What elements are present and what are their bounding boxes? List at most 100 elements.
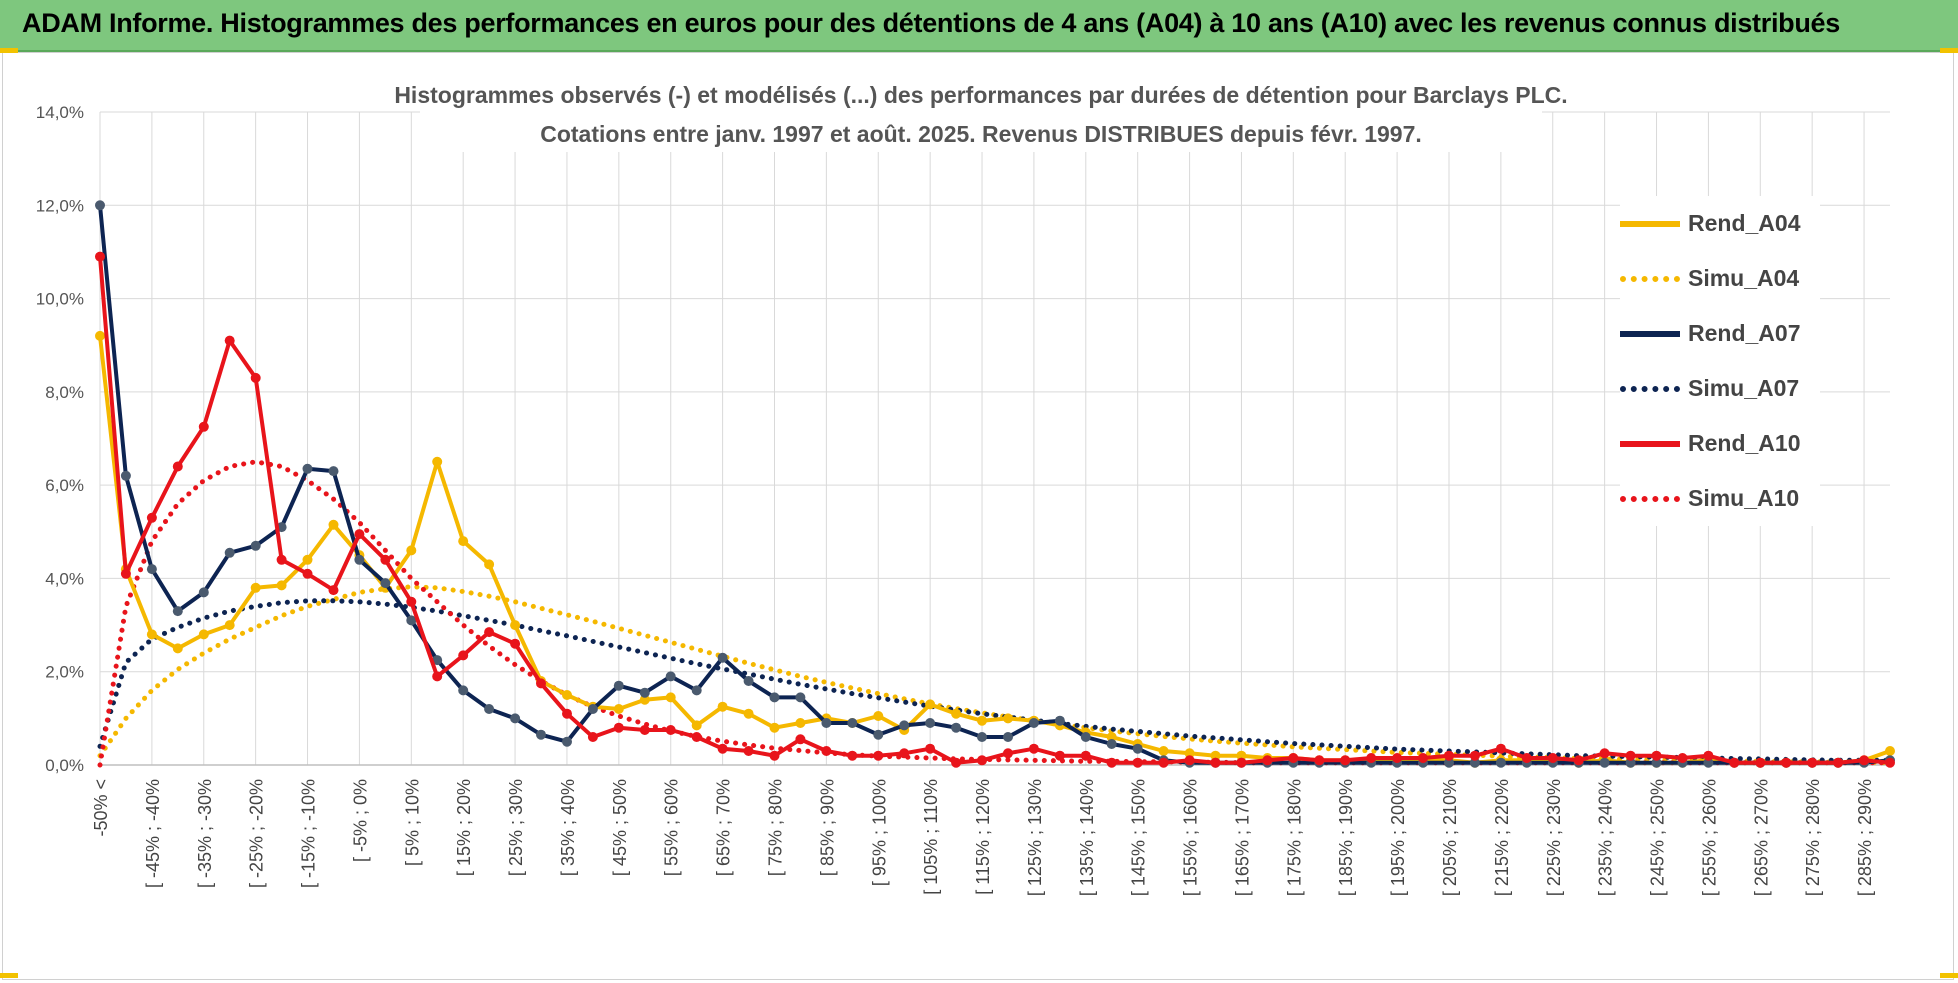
x-tick-label: [ 175% ; 180% [1284, 779, 1304, 896]
corner-mark-top-left [0, 48, 18, 53]
data-point-rend-a07 [873, 729, 884, 740]
x-tick-label: [ 155% ; 160% [1181, 779, 1201, 896]
data-point-rend-a04 [276, 580, 287, 591]
data-point-rend-a04 [432, 456, 443, 467]
data-point-rend-a07 [146, 564, 157, 575]
data-point-rend-a10 [1703, 750, 1714, 761]
data-point-rend-a10 [1210, 757, 1221, 768]
x-axis: -50% < [ -45% ; -40% [ -35% ; -30% [ -25% ;… [91, 764, 1890, 896]
data-point-rend-a10 [1807, 757, 1818, 768]
data-point-rend-a10 [899, 748, 910, 759]
data-point-rend-a04 [302, 554, 313, 565]
x-tick-label: [ 185% ; 190% [1336, 779, 1356, 896]
data-point-rend-a10 [224, 335, 235, 346]
data-point-rend-a04 [873, 711, 884, 721]
data-point-rend-a07 [510, 713, 521, 724]
data-point-rend-a07 [328, 466, 339, 477]
data-point-rend-a07 [1080, 732, 1091, 742]
y-axis: 0,0% 2,0% 4,0% 6,0% 8,0% 10,0% 12,0% 14,0% [36, 103, 84, 775]
data-point-rend-a07 [380, 578, 391, 589]
data-point-rend-a04 [250, 582, 261, 593]
data-point-rend-a04 [95, 330, 105, 341]
data-point-rend-a07 [458, 685, 469, 696]
data-point-rend-a10 [1547, 753, 1558, 763]
data-point-rend-a10 [198, 421, 209, 432]
x-tick-label: [ 115% ; 120% [973, 779, 993, 895]
data-point-rend-a04 [224, 620, 235, 631]
legend-swatch-rend-a04 [1620, 220, 1680, 227]
data-point-rend-a10 [406, 596, 417, 607]
data-point-rend-a10 [510, 638, 521, 649]
data-point-rend-a10 [1495, 743, 1506, 754]
x-tick-label: [ -35% ; -30% [195, 779, 215, 888]
x-tick-label: [ 285% ; 290% [1855, 779, 1875, 896]
data-point-rend-a07 [1625, 757, 1636, 768]
data-point-rend-a10 [1599, 748, 1610, 759]
data-point-rend-a10 [717, 743, 728, 754]
data-point-rend-a10 [95, 251, 105, 262]
report-title: ADAM Informe. Histogrammes des performan… [22, 8, 1840, 38]
data-point-rend-a10 [1106, 757, 1117, 768]
data-point-rend-a07 [821, 718, 832, 728]
data-point-rend-a07 [587, 704, 598, 714]
data-point-rend-a04 [328, 519, 339, 530]
y-tick-label: 14,0% [36, 103, 84, 122]
legend-item-simu-a04[interactable]: Simu_A04 [1620, 251, 1820, 306]
legend-swatch-simu-a04 [1620, 275, 1680, 282]
x-tick-label: [ 245% ; 250% [1648, 779, 1668, 896]
data-point-rend-a04 [1184, 748, 1195, 759]
data-point-rend-a10 [1651, 750, 1662, 761]
data-point-rend-a10 [1418, 753, 1428, 763]
legend-item-simu-a10[interactable]: Simu_A10 [1620, 471, 1820, 526]
data-point-rend-a10 [146, 512, 157, 523]
data-point-rend-a10 [1392, 753, 1403, 763]
x-tick-label: [ 255% ; 260% [1699, 779, 1719, 896]
data-point-rend-a04 [510, 620, 521, 631]
data-point-rend-a07 [847, 718, 858, 728]
data-point-rend-a07 [95, 200, 105, 211]
data-point-rend-a10 [536, 678, 546, 689]
series-line-simu-a07 [97, 598, 1893, 763]
data-point-rend-a07 [484, 704, 495, 714]
legend-item-rend-a04[interactable]: Rend_A04 [1620, 196, 1820, 251]
data-point-rend-a07 [899, 720, 910, 731]
data-point-rend-a04 [977, 715, 987, 726]
legend-item-rend-a07[interactable]: Rend_A07 [1620, 306, 1820, 361]
data-point-rend-a04 [691, 720, 702, 731]
data-point-rend-a07 [198, 587, 209, 598]
data-point-rend-a04 [1885, 746, 1895, 756]
legend-label: Rend_A04 [1688, 210, 1801, 236]
data-point-rend-a10 [458, 650, 469, 661]
data-point-rend-a10 [1132, 757, 1143, 768]
data-point-rend-a04 [951, 708, 962, 719]
data-point-rend-a07 [769, 692, 780, 703]
data-point-rend-a10 [743, 746, 754, 756]
data-point-rend-a10 [172, 461, 183, 472]
data-point-rend-a10 [1262, 755, 1273, 766]
y-tick-label: 12,0% [36, 196, 84, 215]
data-point-rend-a04 [172, 643, 183, 654]
corner-mark-top-right [1940, 48, 1958, 53]
data-point-rend-a07 [172, 606, 183, 617]
data-point-rend-a10 [1573, 755, 1584, 766]
x-tick-label: [ 205% ; 210% [1440, 779, 1460, 896]
data-point-rend-a10 [1625, 750, 1636, 761]
data-point-rend-a07 [717, 652, 728, 663]
data-point-rend-a07 [743, 676, 754, 686]
x-tick-label: -50% < [91, 779, 111, 837]
corner-mark-bottom-right [1940, 973, 1958, 978]
x-tick-label: [ 5% ; 10% [402, 779, 422, 866]
x-tick-label: [ 75% ; 80% [765, 779, 785, 876]
x-tick-label: [ 125% ; 130% [1025, 779, 1045, 896]
legend-item-simu-a07[interactable]: Simu_A07 [1620, 361, 1820, 416]
y-tick-label: 0,0% [45, 756, 84, 775]
data-point-rend-a07 [406, 615, 417, 626]
data-point-rend-a10 [873, 750, 884, 761]
data-point-rend-a04 [665, 692, 676, 703]
data-point-rend-a04 [769, 722, 780, 733]
x-tick-label: [ 15% ; 20% [454, 779, 474, 876]
x-tick-label: [ 135% ; 140% [1077, 779, 1097, 896]
legend-label: Rend_A10 [1688, 430, 1801, 456]
legend-item-rend-a10[interactable]: Rend_A10 [1620, 416, 1820, 471]
